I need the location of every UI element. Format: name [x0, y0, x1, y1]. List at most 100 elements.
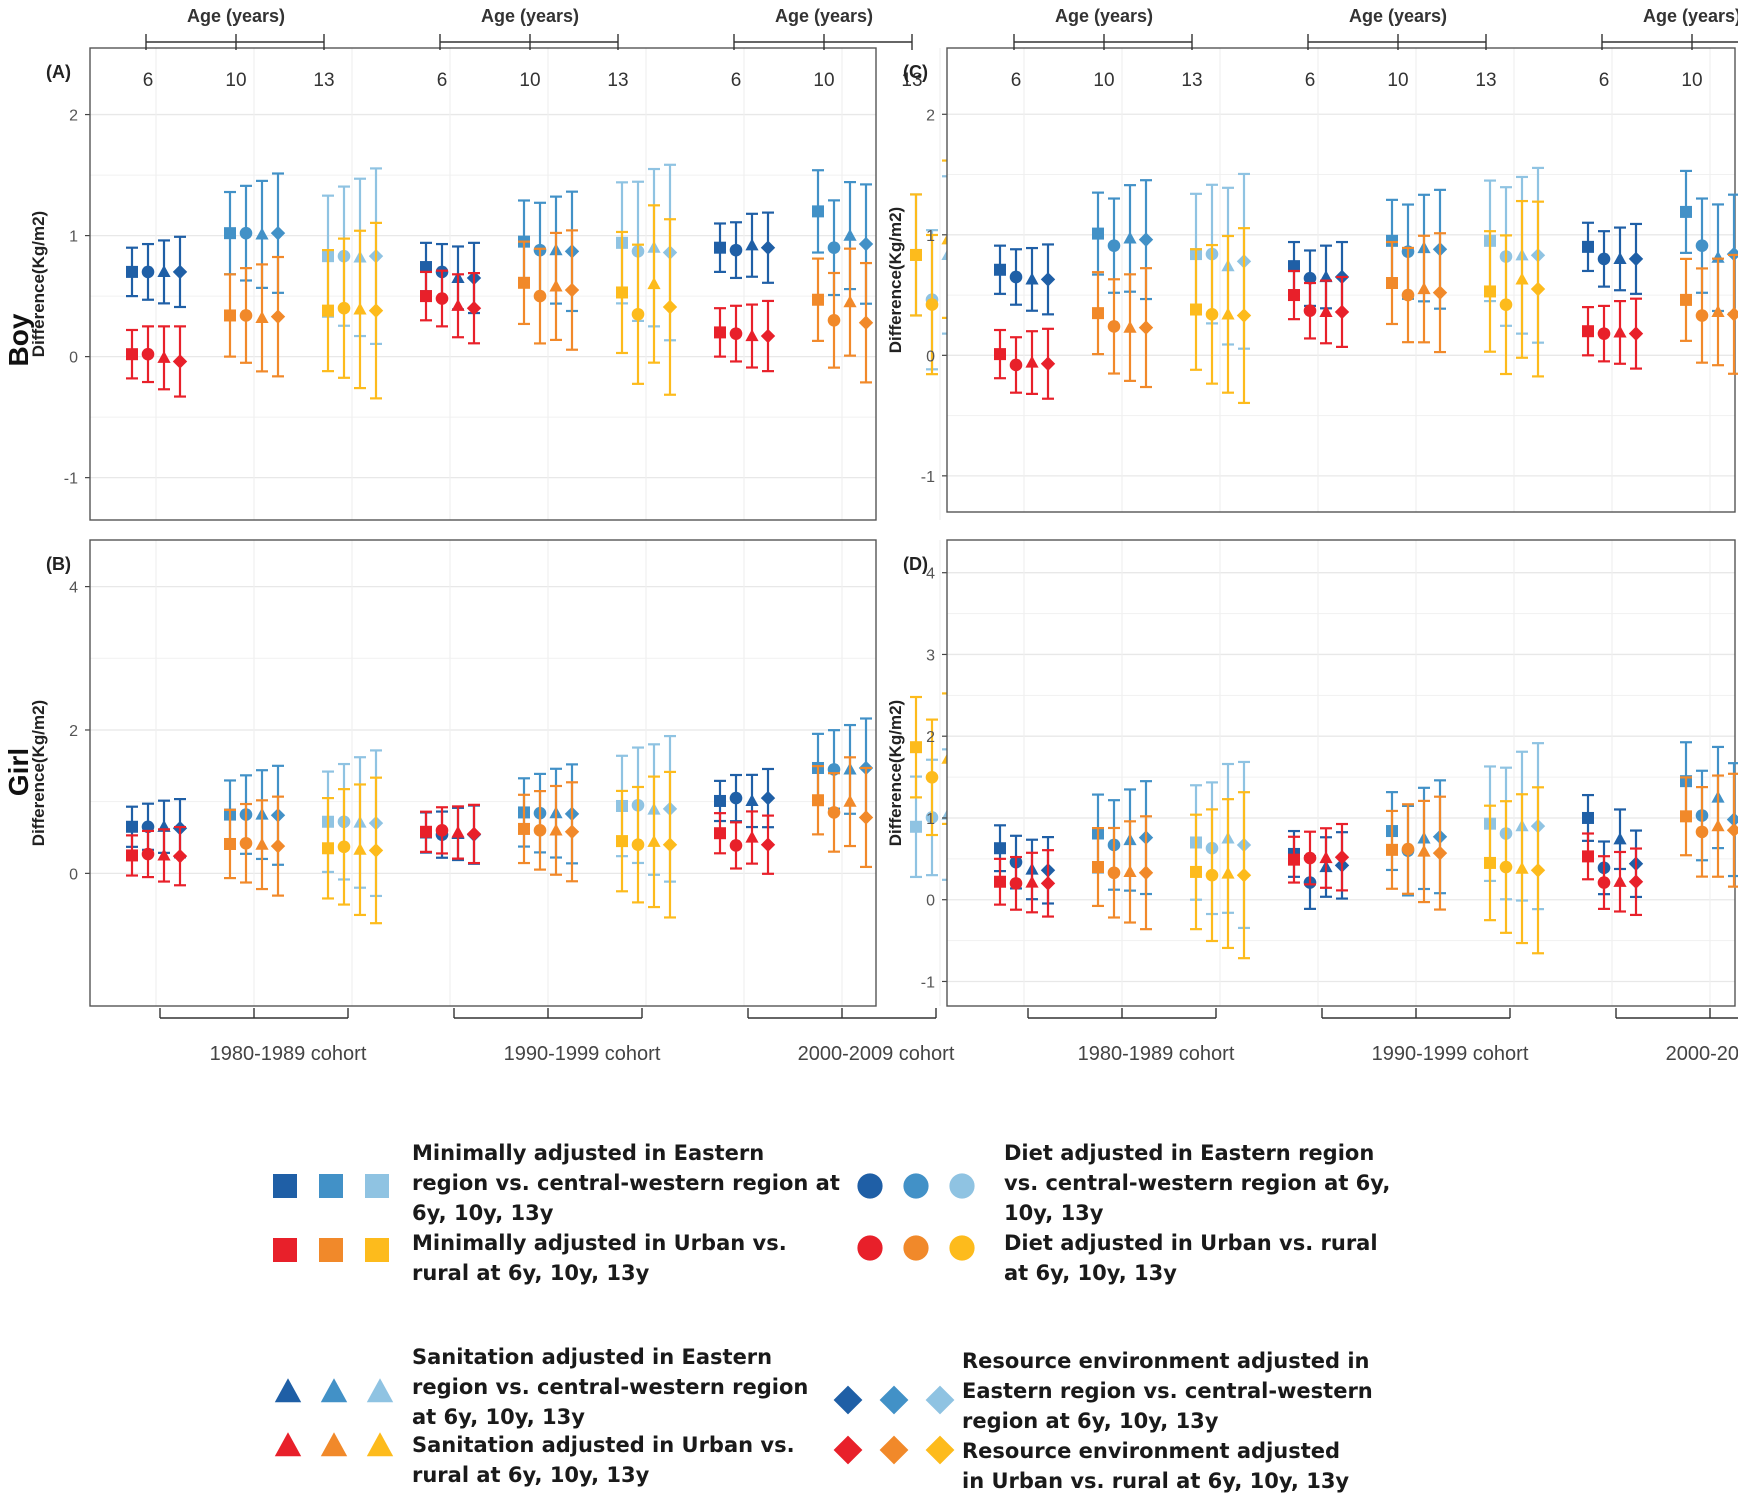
data-point-urban-diamond — [1040, 876, 1056, 891]
data-point-urban-circle — [1401, 842, 1415, 856]
data-point-urban-circle — [631, 838, 645, 851]
data-point-urban-circle — [631, 307, 645, 321]
data-point-urban-triangle — [255, 837, 269, 850]
data-point-urban-triangle — [843, 295, 857, 308]
data-point-urban-circle — [533, 289, 547, 303]
data-point-eastern-square — [126, 265, 138, 278]
legend-swatch-diamond-urban — [879, 1435, 909, 1465]
data-points — [994, 166, 1738, 405]
data-point-urban-diamond — [1334, 304, 1350, 320]
legend-swatch-diamond-eastern — [925, 1385, 955, 1415]
data-point-urban-triangle — [745, 329, 759, 342]
age-tick-label: 6 — [437, 70, 448, 91]
data-point-urban-triangle — [1319, 305, 1333, 318]
legend-item-diet-eastern: Diet adjusted in Eastern region vs. cent… — [1004, 1141, 1390, 1225]
data-point-urban-square — [322, 304, 334, 317]
legend-swatch-square-eastern — [319, 1174, 343, 1198]
data-point-urban-square — [1484, 856, 1496, 869]
data-point-urban-square — [812, 794, 824, 807]
data-point-urban-circle — [729, 327, 743, 340]
y-tick-label: 4 — [926, 566, 935, 583]
data-point-urban-square — [910, 741, 922, 754]
data-point-urban-triangle — [549, 823, 563, 836]
data-points — [126, 159, 972, 400]
data-point-urban-triangle — [451, 825, 465, 838]
y-tick-label: 2 — [69, 108, 78, 125]
y-tick-label: 4 — [69, 580, 78, 597]
data-point-urban-circle — [1009, 877, 1023, 890]
legend-swatch-circle-eastern — [857, 1173, 883, 1199]
data-point-urban-diamond — [1726, 823, 1738, 838]
data-point-eastern-circle — [1303, 271, 1317, 285]
data-point-eastern-square — [1582, 811, 1594, 824]
age-tick-label: 10 — [1387, 70, 1408, 91]
data-point-urban-diamond — [172, 848, 188, 864]
data-point-urban-circle — [1303, 851, 1317, 865]
data-point-urban-circle — [827, 806, 841, 819]
data-point-urban-diamond — [858, 810, 874, 825]
data-point-eastern-square — [224, 227, 236, 240]
data-point-eastern-diamond — [270, 225, 286, 241]
data-point-urban-circle — [337, 301, 351, 315]
cohort-label: 2000-2009 cohort — [798, 1043, 955, 1065]
legend-item-sanitation-urban: Sanitation adjusted in Urban vs. rural a… — [412, 1433, 795, 1487]
data-point-urban-circle — [925, 771, 939, 784]
data-point-urban-square — [1582, 850, 1594, 863]
data-point-urban-square — [1484, 285, 1496, 298]
data-point-eastern-diamond — [1040, 272, 1056, 287]
data-point-urban-triangle — [1417, 844, 1431, 857]
y-tick-label: -1 — [64, 471, 78, 488]
data-point-eastern-diamond — [760, 240, 776, 255]
data-point-urban-circle — [141, 847, 155, 861]
data-points — [126, 692, 972, 925]
data-point-eastern-diamond — [1138, 232, 1154, 247]
data-point-urban-square — [1386, 277, 1398, 290]
panel-c: -1 0 1 2 (C) Difference(Kg/m2) 6 10 13 Age (years… — [886, 6, 1738, 513]
legend-item-minimal-eastern: Minimally adjusted in Eastern region vs.… — [412, 1141, 840, 1225]
data-point-urban-circle — [1205, 868, 1219, 882]
data-point-eastern-circle — [729, 243, 743, 257]
data-point-urban-diamond — [1040, 356, 1056, 371]
data-point-urban-circle — [1695, 825, 1709, 839]
data-point-urban-triangle — [1515, 272, 1529, 285]
data-point-urban-diamond — [1530, 863, 1546, 878]
data-point-urban-triangle — [1613, 325, 1627, 338]
data-point-eastern-square — [1092, 227, 1104, 240]
data-point-urban-square — [1680, 293, 1692, 306]
data-point-urban-triangle — [1515, 861, 1529, 874]
age-axis-title: Age (years) — [775, 6, 873, 26]
age-axis-title: Age (years) — [1055, 6, 1153, 26]
legend-item-diet-urban: Diet adjusted in Urban vs. rural at 6y, … — [1004, 1231, 1378, 1285]
data-point-urban-square — [714, 326, 726, 339]
panel-frame — [89, 539, 877, 1007]
data-point-urban-square — [994, 875, 1006, 888]
data-point-urban-diamond — [172, 354, 188, 369]
row-label-girl: Girl — [3, 748, 34, 796]
age-tick-label: 6 — [1305, 70, 1316, 91]
age-tick-label: 13 — [901, 70, 922, 91]
data-point-urban-diamond — [1432, 285, 1448, 300]
legend-swatch-circle-urban — [903, 1235, 929, 1261]
data-point-urban-square — [518, 276, 530, 289]
age-axis-title: Age (years) — [1349, 6, 1447, 26]
data-point-urban-square — [1190, 303, 1202, 316]
y-axis-title: Difference(Kg/m2) — [29, 211, 48, 357]
data-point-urban-square — [224, 837, 236, 850]
data-point-urban-diamond — [270, 838, 286, 854]
data-point-eastern-circle — [239, 226, 253, 240]
data-point-eastern-triangle — [1123, 231, 1137, 244]
data-point-urban-diamond — [564, 824, 580, 839]
data-point-urban-diamond — [858, 315, 874, 330]
data-point-urban-circle — [729, 839, 743, 852]
y-tick-label: 0 — [926, 348, 935, 365]
data-point-urban-square — [126, 348, 138, 361]
panel-frame — [89, 47, 877, 521]
age-tick-label: 10 — [813, 70, 834, 91]
data-point-urban-triangle — [647, 277, 661, 290]
data-point-eastern-triangle — [1319, 270, 1333, 283]
data-point-eastern-circle — [1107, 239, 1121, 252]
data-point-urban-square — [1680, 810, 1692, 823]
data-point-urban-triangle — [549, 279, 563, 292]
data-point-eastern-square — [1386, 234, 1398, 247]
age-tick-label: 6 — [143, 70, 154, 91]
